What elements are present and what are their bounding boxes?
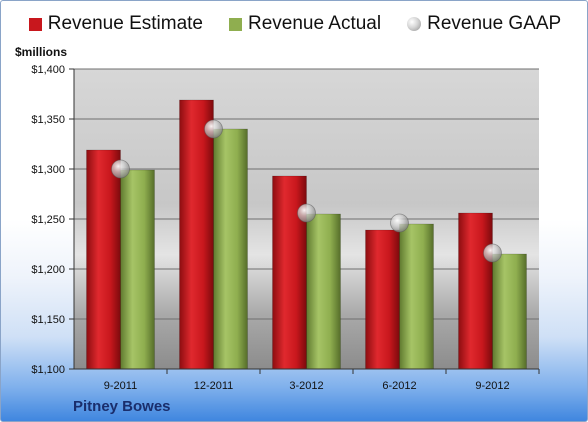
x-tick-label: 9-2011 [104, 380, 137, 392]
point-revenue-gaap [390, 213, 409, 233]
bar-revenue-estimate [272, 175, 307, 370]
bar-revenue-actual [492, 253, 527, 370]
legend-swatch-revenue-actual [229, 17, 242, 31]
point-revenue-gaap [483, 243, 502, 263]
x-tick-label: 12-2011 [194, 380, 234, 392]
y-tick-label: $1,350 [31, 114, 65, 126]
bar-revenue-actual [399, 223, 434, 370]
legend-swatch-revenue-gaap [407, 17, 422, 31]
y-tick-label: $1,250 [31, 214, 65, 226]
bar-revenue-actual [213, 128, 248, 370]
y-tick-label: $1,300 [31, 164, 65, 176]
bar-revenue-estimate [179, 99, 214, 370]
y-axis-units-label: $millions [15, 45, 68, 59]
bar-revenue-estimate [86, 149, 121, 370]
legend-item-revenue-gaap: Revenue GAAP [407, 13, 561, 35]
point-revenue-gaap [204, 119, 223, 139]
y-tick-label: $1,200 [31, 264, 65, 276]
x-tick-label: 6-2012 [382, 380, 416, 392]
legend: Revenue Estimate Revenue Actual Revenue … [1, 13, 587, 35]
legend-item-revenue-actual: Revenue Actual [229, 13, 381, 35]
legend-label-revenue-gaap: Revenue GAAP [427, 13, 562, 34]
legend-item-revenue-estimate: Revenue Estimate [28, 13, 203, 35]
y-tick-label: $1,150 [31, 314, 65, 326]
bar-revenue-estimate [458, 212, 493, 370]
bar-revenue-estimate [365, 229, 400, 370]
bar-revenue-actual [120, 169, 155, 370]
x-tick-label: 9-2012 [475, 380, 509, 392]
legend-label-revenue-estimate: Revenue Estimate [47, 13, 203, 34]
legend-swatch-revenue-estimate [28, 17, 42, 31]
bar-revenue-actual [306, 213, 341, 370]
x-tick-label: 3-2012 [289, 380, 323, 392]
y-tick-label: $1,100 [31, 364, 65, 376]
point-revenue-gaap [297, 203, 316, 223]
point-revenue-gaap [111, 159, 130, 179]
legend-label-revenue-actual: Revenue Actual [248, 13, 382, 34]
company-name: Pitney Bowes [73, 398, 171, 415]
y-tick-label: $1,400 [31, 64, 65, 76]
